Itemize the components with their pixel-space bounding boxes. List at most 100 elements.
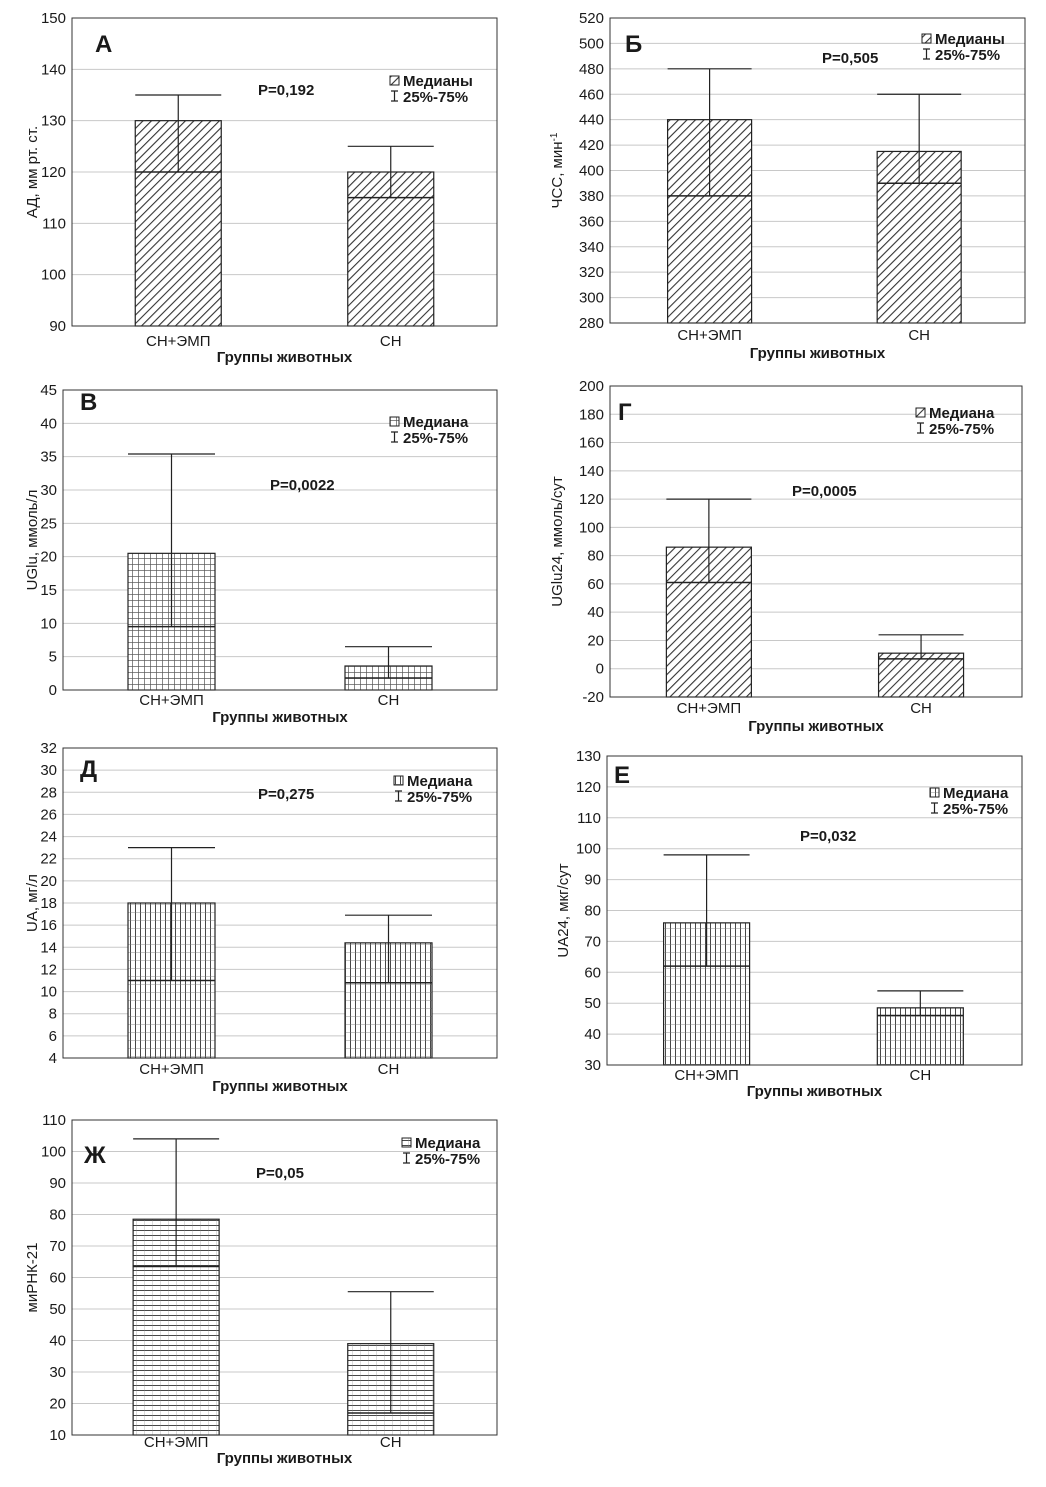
y-tick-label: 20 — [40, 549, 57, 566]
y-tick-label: 110 — [42, 1112, 66, 1129]
y-tick-label: 180 — [579, 406, 604, 423]
y-tick-label: 70 — [49, 1238, 66, 1255]
y-tick-label: 20 — [49, 1396, 66, 1413]
panel-letter: Ж — [83, 1142, 106, 1169]
y-tick-label: 22 — [40, 851, 57, 868]
y-tick-label: 24 — [40, 829, 57, 846]
chart-panel: 30 40 50 60 70 80 90 100 110 120 130 СН+ЭМП СН Группы… — [555, 748, 1023, 1100]
panel-letter: Е — [614, 762, 630, 789]
y-tick-label: 45 — [40, 382, 57, 399]
legend-swatch-median — [389, 416, 400, 427]
legend-label-range: 25%-75% — [403, 430, 468, 447]
y-tick-label: 32 — [40, 740, 57, 757]
y-axis-label: ЧСС, мин-1 — [549, 132, 567, 208]
y-tick-label: 100 — [41, 1144, 66, 1161]
y-tick-label: 30 — [584, 1057, 601, 1074]
y-tick-label: 80 — [587, 548, 604, 565]
x-axis-label: Группы животных — [750, 345, 886, 362]
bar — [877, 652, 965, 698]
x-axis-label: Группы животных — [212, 1078, 348, 1095]
x-axis-label: Группы животных — [217, 349, 353, 366]
legend-errorbar-icon — [403, 1152, 410, 1164]
panel-letter: Д — [80, 756, 97, 783]
y-tick-label: 20 — [40, 873, 57, 890]
y-tick-label: 12 — [40, 961, 57, 978]
panel-letter: Г — [618, 399, 632, 426]
x-category-label: СН — [910, 700, 932, 717]
chart-panel: 0 5 10 15 20 25 30 35 40 45 СН+ЭМП СН Группы животны… — [24, 382, 498, 726]
y-tick-label: 360 — [579, 213, 604, 230]
legend-errorbar-icon — [391, 90, 398, 102]
y-tick-label: 30 — [40, 762, 57, 779]
y-tick-label: 50 — [49, 1301, 66, 1318]
y-tick-label: 60 — [584, 964, 601, 981]
plot-frame — [62, 747, 498, 1059]
y-axis-label: UGlu24, ммоль/сут — [549, 476, 566, 607]
legend-errorbar-icon — [923, 48, 930, 60]
y-tick-label: 40 — [587, 604, 604, 621]
y-tick-label: 70 — [584, 933, 601, 950]
y-tick-label: 520 — [579, 10, 604, 27]
x-category-label: СН+ЭМП — [139, 692, 203, 709]
x-axis-label: Группы животных — [217, 1450, 353, 1467]
y-tick-label: 120 — [576, 779, 601, 796]
legend-label-range: 25%-75% — [935, 47, 1000, 64]
y-tick-label: 10 — [40, 615, 57, 632]
y-tick-label: 8 — [49, 1006, 57, 1023]
legend-swatch-median — [921, 33, 932, 44]
y-tick-label: 380 — [579, 188, 604, 205]
y-tick-label: 150 — [41, 10, 66, 27]
y-axis-label: АД, мм рт. ст. — [24, 126, 41, 218]
y-axis-label: миРНК-21 — [24, 1243, 41, 1313]
y-tick-label: 6 — [49, 1028, 57, 1045]
p-value-annotation: P=0,275 — [258, 786, 314, 803]
y-tick-label: 0 — [596, 661, 604, 678]
x-category-label: СН+ЭМП — [674, 1067, 738, 1084]
legend-label-range: 25%-75% — [943, 801, 1008, 818]
y-tick-label: 130 — [576, 748, 601, 765]
y-axis-label: UA24, мкг/сут — [555, 863, 572, 957]
legend-swatch-median — [389, 75, 400, 86]
chart-panel: 10 20 30 40 50 60 70 80 90 100 110 СН+ЭМП СН Группы ж… — [24, 1112, 498, 1467]
y-tick-label: 90 — [584, 872, 601, 889]
p-value-annotation: P=0,505 — [822, 50, 878, 67]
y-tick-label: 15 — [40, 582, 57, 599]
legend-label-median: Медианы — [403, 73, 473, 90]
y-tick-label: 140 — [41, 61, 66, 78]
legend-label-median: Медиана — [943, 785, 1009, 802]
y-axis-label: UA, мг/л — [24, 874, 41, 932]
y-tick-label: 18 — [40, 895, 57, 912]
plot-frame — [62, 389, 498, 691]
y-tick-label: 30 — [49, 1364, 66, 1381]
legend-errorbar-icon — [391, 431, 398, 443]
x-category-label: СН — [908, 327, 930, 344]
y-tick-label: 30 — [40, 482, 57, 499]
x-axis-label: Группы животных — [748, 718, 884, 735]
chart-panel: 4 6 8 10 12 14 16 18 20 22 24 26 28 30 32 СН+ЭМП СН Групп… — [24, 740, 498, 1095]
y-tick-label: 28 — [40, 784, 57, 801]
y-tick-label: 60 — [49, 1270, 66, 1287]
x-category-label: СН — [380, 1434, 402, 1451]
chart-panel: -20 0 20 40 60 80 100 120 140 160 180 200 СН+ЭМП СН Гр… — [549, 378, 1023, 735]
plot-frame — [609, 385, 1023, 698]
legend-label-median: Медиана — [403, 414, 469, 431]
y-tick-label: 100 — [579, 519, 604, 536]
y-tick-label: -20 — [582, 689, 604, 706]
panel-letter: Б — [625, 31, 642, 58]
y-tick-label: 110 — [42, 215, 66, 232]
y-tick-label: 300 — [579, 290, 604, 307]
legend-label-range: 25%-75% — [415, 1151, 480, 1168]
x-category-label: СН — [909, 1067, 931, 1084]
y-tick-label: 40 — [584, 1026, 601, 1043]
x-category-label: СН+ЭМП — [677, 327, 741, 344]
y-axis-label-superscript: -1 — [549, 132, 560, 141]
y-tick-label: 140 — [579, 463, 604, 480]
x-axis-label: Группы животных — [747, 1083, 883, 1100]
y-tick-label: 120 — [579, 491, 604, 508]
legend-label-range: 25%-75% — [407, 789, 472, 806]
p-value-annotation: P=0,0022 — [270, 477, 335, 494]
plot-frame — [71, 1119, 498, 1436]
bar — [876, 1007, 964, 1066]
y-tick-label: 500 — [579, 35, 604, 52]
